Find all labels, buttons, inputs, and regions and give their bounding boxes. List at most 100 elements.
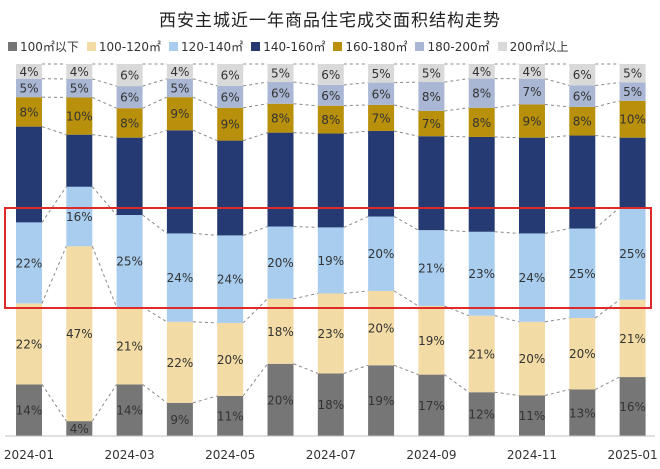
data-label-5-4: 8% <box>271 112 290 126</box>
x-tick-label-12: 2025-01 <box>608 448 658 462</box>
bar-segment-10-5 <box>519 78 545 105</box>
bar-segment-11-6 <box>569 64 596 86</box>
data-label-9-1: 21% <box>468 347 495 361</box>
bar-segment-0-0 <box>16 384 42 436</box>
data-label-1-2: 16% <box>66 210 93 224</box>
data-label-1-0: 4% <box>70 422 89 436</box>
data-label-2-1: 21% <box>116 339 143 353</box>
bar-segment-10-6 <box>519 64 545 79</box>
bar-segment-0-4 <box>16 97 42 127</box>
bar-segment-2-2 <box>116 215 143 308</box>
bar-segment-6-0 <box>317 373 344 436</box>
x-tick-label-4: 2024-05 <box>205 448 255 462</box>
data-label-9-5: 8% <box>472 87 491 101</box>
bar-segment-2-4 <box>116 108 143 138</box>
bar-segment-1-3 <box>66 134 93 187</box>
bar-segment-6-5 <box>317 84 344 106</box>
legend-item-6: 200㎡以上 <box>497 38 569 55</box>
bar-segment-12-4 <box>619 100 646 138</box>
data-label-4-5: 6% <box>221 90 240 104</box>
data-label-4-0: 11% <box>217 409 244 423</box>
data-label-10-6: 4% <box>522 65 541 79</box>
data-label-12-6: 5% <box>623 67 642 81</box>
bar-segment-4-3 <box>217 140 244 236</box>
data-label-10-2: 24% <box>519 271 546 285</box>
bar-segment-0-3 <box>16 126 42 223</box>
legend-item-0: 100㎡以下 <box>8 38 79 55</box>
bar-segment-3-0 <box>166 402 193 436</box>
data-label-0-1: 22% <box>16 337 43 351</box>
bar-segment-5-1 <box>267 298 294 364</box>
legend-label-1: 100-120㎡ <box>98 40 162 54</box>
data-label-6-5: 6% <box>321 89 340 103</box>
legend-label-4: 160-180㎡ <box>345 40 408 54</box>
data-label-2-4: 8% <box>120 116 139 130</box>
legend-swatch-6 <box>497 42 507 51</box>
legend-label-2: 120-140㎡ <box>181 40 244 54</box>
bar-segment-1-0 <box>66 421 93 436</box>
bar-segment-5-6 <box>267 64 294 83</box>
data-label-0-4: 8% <box>19 105 38 119</box>
highlight-box <box>4 207 652 309</box>
x-tick-label-10: 2024-11 <box>507 448 557 462</box>
data-label-6-1: 23% <box>317 327 344 341</box>
data-label-1-5: 5% <box>70 82 89 96</box>
data-label-2-6: 6% <box>120 69 139 83</box>
bar-segment-8-3 <box>418 136 445 231</box>
legend-item-1: 100-120㎡ <box>86 38 162 55</box>
bar-segment-12-2 <box>619 207 646 300</box>
bar-segment-11-3 <box>569 135 596 229</box>
chart-title: 西安主城近一年商品住宅成交面积结构走势 <box>159 11 501 31</box>
data-label-2-2: 25% <box>116 255 143 269</box>
data-label-8-4: 7% <box>422 117 441 131</box>
legend-item-3: 140-160㎡ <box>251 38 325 55</box>
bar-segment-10-0 <box>519 395 545 436</box>
bar-segment-6-2 <box>317 227 344 294</box>
bar-segment-7-2 <box>368 216 395 291</box>
data-label-0-6: 4% <box>19 65 38 79</box>
bar-segment-7-5 <box>368 82 395 105</box>
data-label-2-5: 6% <box>120 91 139 105</box>
bar-segment-6-1 <box>317 293 344 374</box>
bar-segment-11-4 <box>569 106 596 136</box>
bar-segment-5-4 <box>267 103 294 133</box>
data-label-6-0: 18% <box>317 398 344 412</box>
bar-segment-9-6 <box>468 64 495 79</box>
bar-segment-6-4 <box>317 105 344 134</box>
legend-swatch-3 <box>251 42 261 51</box>
bar-segment-11-0 <box>569 389 596 436</box>
data-label-2-0: 14% <box>116 404 143 418</box>
bar-segment-9-1 <box>468 315 495 393</box>
bar-segment-8-6 <box>418 64 445 83</box>
bar-segment-11-1 <box>569 317 596 390</box>
bar-segment-1-6 <box>66 64 93 79</box>
data-label-10-4: 9% <box>522 115 541 129</box>
x-tick-label-6: 2024-07 <box>306 448 356 462</box>
bar-segment-0-6 <box>16 64 42 79</box>
data-label-4-6: 6% <box>221 68 240 82</box>
legend-swatch-5 <box>415 42 425 51</box>
data-label-4-2: 24% <box>217 273 244 287</box>
data-label-11-4: 8% <box>573 115 592 129</box>
bar-segment-5-2 <box>267 226 294 299</box>
bar-segment-4-5 <box>217 85 244 108</box>
bar-segment-3-4 <box>166 97 193 131</box>
bar-segment-11-2 <box>569 228 596 318</box>
data-label-8-1: 19% <box>418 334 445 348</box>
chart-legend: 100㎡以下 100-120㎡ 120-140㎡ 140-160㎡ 160-180㎡ 18… <box>8 38 660 55</box>
bar-segment-4-4 <box>217 107 244 141</box>
data-label-5-5: 6% <box>271 86 290 100</box>
data-label-8-6: 5% <box>422 67 441 81</box>
legend-label-3: 140-160㎡ <box>263 40 326 54</box>
bar-segment-3-1 <box>166 321 193 403</box>
bar-segment-10-3 <box>519 137 545 234</box>
legend-swatch-1 <box>86 42 96 51</box>
legend-label-5: 180-200㎡ <box>427 40 490 54</box>
bar-segment-5-5 <box>267 82 294 104</box>
data-label-11-0: 13% <box>569 406 596 420</box>
data-label-11-6: 6% <box>573 68 592 82</box>
bar-segment-3-3 <box>166 130 193 234</box>
data-label-7-2: 20% <box>368 247 395 261</box>
bar-segment-0-1 <box>16 303 42 385</box>
